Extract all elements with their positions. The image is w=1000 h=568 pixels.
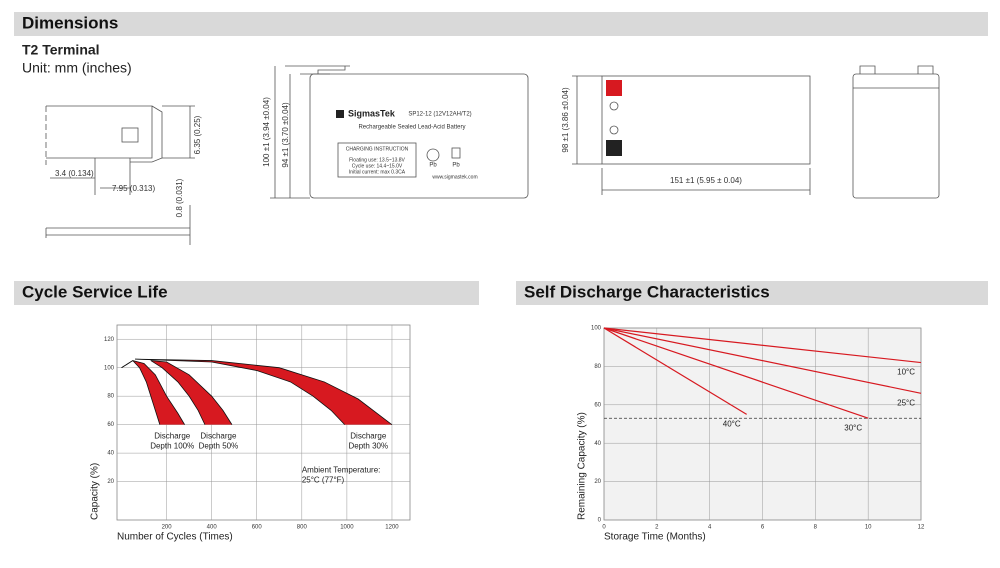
annotation: Ambient Temperature:	[302, 465, 381, 474]
series-label: Discharge	[350, 432, 387, 441]
x-tick-label: 2	[655, 525, 659, 531]
x-tick-label: 200	[162, 525, 173, 531]
dimension-label: 6.35 (0.25)	[193, 115, 202, 154]
x-tick-label: 0	[602, 525, 606, 531]
x-tick-label: 10	[865, 525, 872, 531]
terminal-title: T2 Terminal	[22, 42, 100, 58]
top-view: 98 ±1 (3.86 ±0.04) 151 ±1 (5.95 ± 0.04)	[561, 75, 811, 195]
y-tick-label: 80	[107, 394, 114, 400]
band-fill	[150, 360, 232, 425]
x-tick-label: 1200	[385, 525, 399, 531]
x-tick-label: 800	[297, 525, 308, 531]
band-upper-line	[150, 360, 233, 425]
series-label: 25°C	[897, 398, 915, 407]
header-bar	[14, 12, 988, 36]
pb-mark: Pb	[429, 163, 437, 169]
annotation: 25°C (77°F)	[302, 475, 345, 484]
series-label: Depth 50%	[199, 442, 239, 451]
front-view: 100 ±1 (3.94 ±0.04) 94 ±1 (3.70 ±0.04) S…	[262, 65, 529, 199]
band-lower-line	[150, 360, 206, 425]
dimension-label: 100 ±1 (3.94 ±0.04)	[262, 97, 271, 167]
series-label: Depth 30%	[349, 442, 389, 451]
brand: SigmasTek	[348, 108, 396, 118]
y-tick-label: 20	[594, 479, 601, 485]
band-lower-line	[121, 360, 161, 425]
header-bar	[516, 281, 988, 305]
dimension-label: 7.95 (0.313)	[112, 184, 155, 193]
dimension-label: 98 ±1 (3.86 ±0.04)	[561, 87, 570, 153]
series-label: 30°C	[844, 423, 862, 432]
x-tick-label: 600	[252, 525, 263, 531]
x-tick-label: 400	[207, 525, 218, 531]
charging-line: Cycle use: 14.4~15.0V	[352, 163, 403, 169]
website: www.sigmastek.com	[432, 174, 477, 180]
line	[603, 327, 922, 364]
band-lower-line	[135, 358, 345, 425]
line	[603, 327, 747, 415]
y-tick-label: 20	[107, 479, 114, 485]
pb-mark: Pb	[452, 163, 460, 169]
y-tick-label: 60	[107, 422, 114, 428]
x-tick-label: 4	[708, 525, 712, 531]
section-title: Cycle Service Life	[22, 282, 168, 301]
y-tick-label: 40	[594, 441, 601, 447]
series-label: 10°C	[897, 368, 915, 377]
band-fill	[135, 359, 392, 425]
x-tick-label: 8	[814, 525, 818, 531]
y-tick-label: 100	[591, 326, 602, 332]
y-axis-title: Remaining Capacity (%)	[577, 412, 588, 520]
charging-title: CHARGING INSTRUCTION	[346, 146, 409, 152]
terminal-drawing: 3.4 (0.134) 7.95 (0.313) 6.35 (0.25) 0.8…	[45, 105, 202, 245]
series-label: Discharge	[200, 432, 237, 441]
y-tick-label: 80	[594, 364, 601, 370]
x-tick-label: 1000	[340, 525, 354, 531]
y-axis-title: Capacity (%)	[90, 463, 101, 520]
charging-line: Floating use: 13.5~13.8V	[349, 157, 405, 163]
section-title: Dimensions	[22, 13, 118, 32]
dimension-label: 151 ±1 (5.95 ± 0.04)	[670, 176, 742, 185]
y-tick-label: 120	[104, 337, 115, 343]
y-tick-label: 0	[598, 518, 602, 524]
band-upper-line	[135, 358, 393, 425]
x-axis-title: Storage Time (Months)	[604, 532, 706, 543]
positive-terminal	[606, 80, 622, 96]
line	[603, 327, 869, 419]
y-tick-label: 100	[104, 365, 115, 371]
series-label: Discharge	[154, 432, 191, 441]
x-axis-title: Number of Cycles (Times)	[117, 532, 233, 543]
side-view	[852, 65, 940, 199]
description: Rechargeable Sealed Lead-Acid Battery	[358, 125, 465, 131]
x-tick-label: 12	[918, 525, 925, 531]
section-title: Self Discharge Characteristics	[524, 282, 770, 301]
series-label: 40°C	[723, 420, 741, 429]
series-label: Depth 100%	[150, 442, 194, 451]
line	[603, 327, 922, 394]
logo	[336, 110, 344, 118]
y-tick-label: 60	[594, 402, 601, 408]
header-bar	[14, 281, 479, 305]
unit: Unit: mm (inches)	[22, 60, 132, 76]
x-tick-label: 6	[761, 525, 765, 531]
model: SP12-12 (12V12AH/T2)	[408, 112, 471, 118]
dimension-label: 94 ±1 (3.70 ±0.04)	[281, 102, 290, 168]
negative-terminal	[606, 140, 622, 156]
y-tick-label: 40	[107, 451, 114, 457]
band-fill	[121, 360, 185, 425]
charging-line: Initial current: max 0.3CA	[349, 169, 406, 175]
dimension-label: 3.4 (0.134)	[55, 169, 94, 178]
dimension-label: 0.8 (0.031)	[175, 178, 184, 217]
